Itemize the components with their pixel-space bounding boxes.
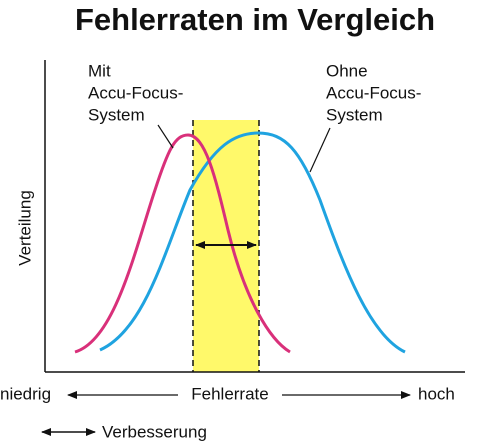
label-with: Mit (88, 61, 111, 80)
curve-without (99, 131, 406, 354)
title: Fehlerraten im Vergleich (75, 2, 435, 37)
curve-with (74, 133, 291, 354)
label-without: System (326, 105, 383, 124)
leader-line (157, 124, 174, 149)
label-with: Accu-Focus- (88, 83, 183, 102)
label-with: System (88, 105, 145, 124)
x-high-label: hoch (418, 384, 455, 403)
label-without: Ohne (326, 61, 368, 80)
x-axis-label: Fehlerrate (191, 384, 268, 403)
x-low-label: niedrig (0, 384, 51, 403)
legend-label: Verbesserung (102, 422, 207, 441)
label-without: Accu-Focus- (326, 83, 421, 102)
leader-line (309, 127, 331, 173)
y-axis-label: Verteilung (15, 190, 34, 266)
